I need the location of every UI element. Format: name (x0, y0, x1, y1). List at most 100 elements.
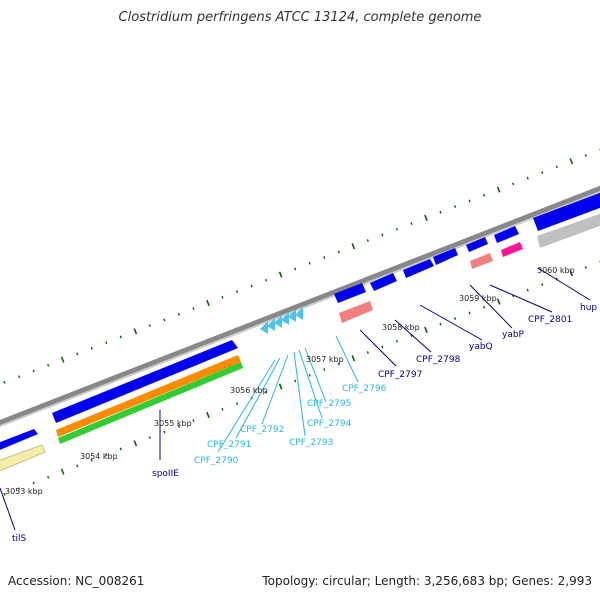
tick-mark (119, 335, 122, 339)
tick-mark (483, 193, 486, 197)
gene-feature-CPF_2797[interactable] (334, 283, 366, 303)
gene-feature-spoIIE[interactable] (52, 340, 238, 423)
tick-mark (221, 407, 224, 411)
tick-mark (32, 369, 35, 373)
gene-label-spoIIE[interactable]: spoIIE (152, 469, 179, 479)
tick-mark (177, 312, 181, 316)
tick-mark (410, 222, 413, 225)
tick-mark (541, 283, 544, 286)
gene-feature-CPF_2797-pink[interactable] (339, 301, 373, 323)
tick-mark (265, 278, 268, 282)
tick-mark (32, 481, 35, 485)
gene-label-CPF_2793[interactable]: CPF_2793 (289, 438, 333, 448)
gene-feature-CPF_2798[interactable] (370, 273, 397, 291)
gene-label-CPF_2794[interactable]: CPF_2794 (307, 419, 352, 429)
tick-mark (105, 341, 108, 345)
gene-feature-green[interactable] (58, 362, 243, 444)
gene-label-CPF_2796[interactable]: CPF_2796 (342, 384, 387, 394)
tick-label: 3055 kbp (154, 419, 192, 428)
tick-mark (381, 345, 384, 349)
tick-mark (206, 299, 210, 307)
gene-label-CPF_2792[interactable]: CPF_2792 (240, 425, 284, 435)
gene-feature-yabQ-a[interactable] (403, 259, 434, 278)
gene-label-yabQ[interactable]: yabQ (469, 342, 493, 352)
tick-mark (555, 165, 558, 169)
tick-label: 3056 kbp (230, 386, 268, 395)
tick-mark (177, 424, 181, 428)
tick-mark (468, 199, 471, 203)
tick-label: 3059 kbp (459, 294, 497, 303)
tick-mark (250, 284, 253, 288)
tick-mark (395, 227, 399, 231)
tick-mark (337, 362, 340, 366)
outer-tick-ring (3, 148, 600, 384)
tick-mark (221, 295, 224, 299)
tick-mark (192, 419, 195, 423)
tick-mark (3, 380, 6, 384)
tick-mark (206, 411, 210, 419)
tick-mark (148, 324, 151, 328)
map-title: Clostridium perfringens ATCC 13124, comp… (118, 10, 482, 25)
tick-mark (60, 356, 65, 363)
gene-feature-hup[interactable] (533, 191, 600, 231)
tick-mark (526, 288, 529, 292)
tick-label: 3060 kbp (537, 266, 575, 275)
gene-label-CPF_2790[interactable]: CPF_2790 (194, 456, 239, 466)
gene-label-hup[interactable]: hup (580, 303, 597, 313)
tick-mark (308, 373, 311, 377)
gene-feature-CPF_2801[interactable] (494, 226, 519, 243)
gene-label-CPF_2798[interactable]: CPF_2798 (416, 355, 461, 365)
gene-feature-grey[interactable] (537, 212, 600, 248)
tick-mark (278, 383, 283, 390)
tick-mark (76, 352, 79, 356)
tick-mark (60, 468, 65, 475)
gene-label-CPF_2791[interactable]: CPF_2791 (207, 440, 251, 450)
tick-mark (366, 351, 369, 354)
tick-mark (105, 453, 108, 457)
tick-mark (351, 355, 356, 362)
tick-mark (453, 317, 457, 320)
gene-feature-yabP[interactable] (466, 237, 488, 252)
gene-feature-yabQ-b[interactable] (433, 248, 458, 265)
gene-feature-yellow[interactable] (0, 444, 46, 473)
gene-label-tilS[interactable]: tilS (12, 534, 27, 544)
topology-text: Topology: circular; Length: 3,256,683 bp… (262, 574, 592, 588)
gene-label-CPF_2801[interactable]: CPF_2801 (528, 315, 572, 325)
tick-mark (439, 210, 442, 214)
gene-feature-CPF_2801-magenta[interactable] (501, 242, 523, 257)
tick-mark (468, 311, 471, 315)
tick-mark (90, 346, 93, 350)
gene-feature-orange[interactable] (56, 355, 241, 437)
genome-backbone (0, 185, 600, 428)
tick-mark (337, 250, 340, 254)
tick-mark (235, 290, 239, 294)
small-gene-cluster[interactable] (260, 307, 303, 334)
tick-mark (278, 271, 283, 278)
tick-mark (569, 270, 574, 277)
tick-mark (381, 233, 384, 237)
gene-label-CPF_2797[interactable]: CPF_2797 (378, 370, 422, 380)
gene-label-yabP[interactable]: yabP (502, 330, 525, 340)
tick-mark (294, 267, 297, 271)
gene-feature-tilS[interactable] (0, 429, 38, 452)
tick-mark (192, 307, 195, 311)
tick-mark (47, 475, 50, 479)
gene-feature-yabP-pink[interactable] (470, 253, 493, 269)
tick-mark (496, 298, 501, 305)
tick-mark (496, 186, 501, 193)
tick-mark (76, 464, 79, 468)
gene-label-CPF_2795[interactable]: CPF_2795 (307, 399, 351, 409)
tick-mark (424, 326, 428, 333)
tick-mark (17, 487, 21, 491)
tick-mark (47, 363, 50, 367)
tick-mark (308, 261, 311, 265)
tick-mark (265, 390, 268, 394)
tick-mark (17, 375, 21, 379)
tick-mark (395, 339, 399, 343)
tick-mark (526, 176, 529, 180)
tick-mark (424, 214, 428, 221)
tick-label: 3054 kbp (80, 452, 118, 461)
tick-mark (584, 266, 587, 269)
